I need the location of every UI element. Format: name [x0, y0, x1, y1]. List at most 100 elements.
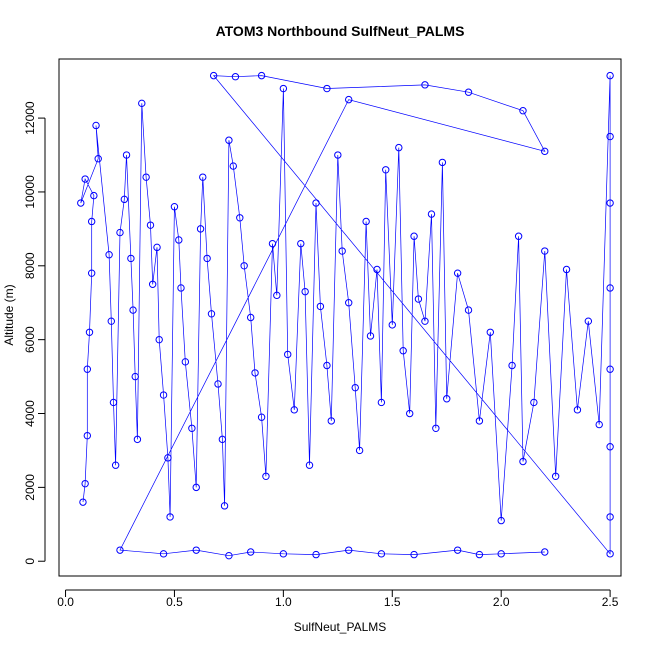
- data-point: [207, 310, 216, 318]
- data-point: [355, 446, 364, 455]
- data-point: [81, 479, 89, 488]
- data-point: [279, 550, 288, 558]
- data-point: [105, 251, 113, 259]
- data-point: [133, 435, 142, 444]
- data-point: [410, 232, 418, 240]
- data-point: [497, 516, 505, 525]
- data-point: [81, 175, 89, 183]
- data-point: [406, 409, 414, 418]
- data-point: [606, 71, 614, 80]
- data-point: [345, 299, 353, 307]
- data-point: [209, 71, 218, 80]
- y-tick-label: 8000: [23, 252, 37, 279]
- x-tick-label: 2.5: [602, 595, 619, 609]
- data-point: [203, 254, 211, 263]
- data-point: [153, 243, 161, 252]
- data-point: [584, 317, 593, 325]
- chart-title: ATOM3 Northbound SulfNeut_PALMS: [216, 23, 465, 39]
- data-point: [107, 317, 115, 325]
- data-point: [142, 173, 150, 181]
- y-tick-label: 6000: [23, 326, 37, 353]
- data-point: [87, 269, 96, 277]
- y-tick-label: 12000: [23, 101, 37, 135]
- data-point: [170, 203, 179, 211]
- data-point: [453, 269, 462, 277]
- data-point: [338, 247, 346, 255]
- y-axis-label: Altitude (m): [2, 284, 16, 345]
- x-tick-label: 2.0: [493, 595, 510, 609]
- data-point: [192, 483, 200, 492]
- data-point: [146, 221, 155, 229]
- data-point: [305, 461, 314, 469]
- data-point: [508, 361, 516, 370]
- plot-frame: [58, 58, 622, 577]
- data-point: [94, 155, 102, 163]
- data-point: [181, 358, 190, 366]
- data-point: [519, 457, 527, 466]
- data-point: [77, 199, 85, 207]
- data-point: [166, 513, 174, 521]
- data-point: [486, 328, 495, 336]
- data-point: [148, 280, 157, 288]
- data-point: [301, 287, 309, 296]
- data-point: [334, 151, 342, 159]
- data-layer: [77, 71, 614, 560]
- data-point: [87, 217, 96, 226]
- data-point: [373, 265, 381, 274]
- x-tick-label: 1.5: [384, 595, 401, 609]
- data-point: [312, 550, 320, 559]
- data-point: [362, 217, 370, 226]
- data-point: [199, 173, 207, 181]
- data-point: [414, 295, 423, 303]
- data-point: [92, 121, 100, 130]
- data-point: [606, 365, 614, 373]
- data-point: [345, 546, 353, 554]
- data-point: [427, 210, 436, 218]
- data-point: [316, 302, 325, 311]
- data-point: [606, 443, 614, 451]
- data-point: [196, 225, 205, 233]
- data-point: [351, 383, 359, 392]
- data-point: [236, 214, 244, 222]
- data-point: [497, 550, 505, 558]
- data-point: [323, 84, 331, 93]
- data-point: [116, 546, 124, 554]
- data-point: [290, 406, 298, 414]
- data-point: [541, 548, 549, 556]
- data-point: [225, 551, 233, 560]
- data-point: [120, 195, 129, 204]
- data-point: [327, 417, 335, 425]
- data-point: [273, 291, 281, 300]
- data-point: [164, 454, 172, 462]
- data-point: [606, 199, 614, 207]
- x-tick-label: 1.0: [275, 595, 292, 609]
- data-point: [312, 199, 320, 207]
- data-point: [519, 107, 527, 115]
- data-point: [395, 143, 403, 152]
- data-point: [551, 472, 560, 480]
- data-point: [345, 95, 353, 104]
- data-point: [240, 262, 248, 270]
- y-tick-label: 4000: [23, 400, 37, 427]
- data-point: [562, 265, 571, 274]
- data-point: [262, 472, 270, 480]
- data-point: [177, 284, 185, 292]
- data-point: [432, 424, 440, 432]
- data-point: [122, 151, 131, 159]
- x-axis-label: SulfNeut_PALMS: [294, 620, 387, 634]
- data-point: [377, 550, 386, 558]
- data-point: [251, 369, 259, 377]
- data-point: [231, 73, 240, 81]
- data-point: [188, 424, 196, 432]
- data-point: [279, 84, 288, 93]
- data-point: [218, 435, 227, 444]
- data-point: [159, 550, 168, 558]
- data-point: [257, 71, 266, 80]
- data-point: [229, 162, 237, 170]
- data-point: [131, 372, 139, 381]
- data-point: [323, 361, 331, 370]
- y-tick-label: 10000: [23, 175, 37, 209]
- data-point: [388, 321, 396, 329]
